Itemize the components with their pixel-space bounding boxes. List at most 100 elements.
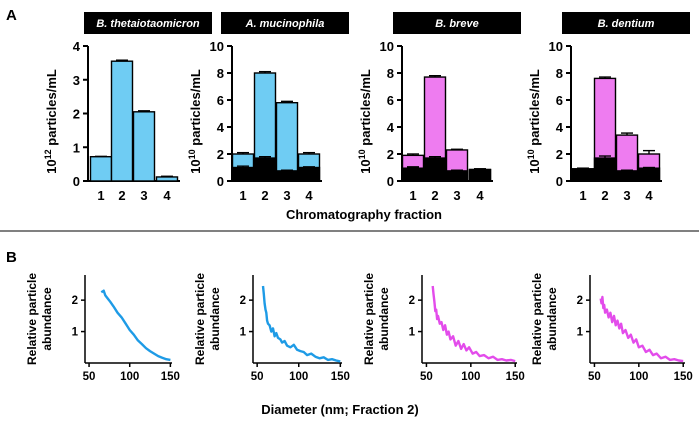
x-tick-label: 4 bbox=[645, 188, 653, 203]
chart-title-box bbox=[221, 12, 349, 34]
y-axis-label: Relative particleabundance bbox=[25, 273, 54, 365]
x-tick-label: 100 bbox=[289, 371, 308, 383]
bar-dark-fraction bbox=[445, 170, 469, 182]
bar-dark-fraction bbox=[401, 167, 425, 182]
chart-title: B. thetaiotaomicron bbox=[96, 18, 200, 30]
y-tick-label: 8 bbox=[217, 66, 224, 81]
y-tick-label: 8 bbox=[387, 66, 394, 81]
y-axis-label: 1010 particles/mL bbox=[187, 69, 203, 174]
bar-dark-fraction bbox=[571, 168, 595, 182]
x-tick-label: 2 bbox=[261, 188, 268, 203]
bar-total bbox=[110, 60, 134, 182]
bar-total bbox=[89, 155, 113, 182]
series-line bbox=[100, 289, 171, 362]
line-chart-3: 1 2 50 100 150 Relative particleabundance bbox=[362, 273, 525, 383]
y-tick-label: 2 bbox=[217, 147, 224, 162]
y-tick-label: 6 bbox=[556, 93, 563, 108]
y-tick-label: 2 bbox=[73, 107, 80, 122]
x-tick-label: 1 bbox=[97, 188, 104, 203]
y-tick-label: 8 bbox=[556, 66, 563, 81]
y-tick-label: 0 bbox=[217, 174, 224, 189]
line-chart-2: 1 2 50 100 150 Relative particleabundance bbox=[193, 273, 350, 383]
x-tick-label: 3 bbox=[140, 188, 147, 203]
bar-dark-fraction bbox=[468, 168, 492, 182]
series-line bbox=[599, 295, 684, 363]
bar-dark-fraction bbox=[615, 170, 639, 182]
chart-title: A. mucinophila bbox=[245, 18, 325, 30]
y-tick-label: 3 bbox=[73, 73, 80, 88]
y-tick-label: 10 bbox=[549, 39, 563, 54]
bar-dark-fraction bbox=[637, 167, 661, 182]
panel-label-b: B bbox=[6, 249, 17, 266]
series-line bbox=[261, 285, 341, 363]
bar-dark-fraction bbox=[593, 157, 617, 182]
y-tick-label: 2 bbox=[556, 147, 563, 162]
x-tick-label: 150 bbox=[161, 371, 180, 383]
x-tick-label: 150 bbox=[506, 371, 525, 383]
x-tick-label: 2 bbox=[601, 188, 608, 203]
y-tick-label: 4 bbox=[73, 39, 81, 54]
y-tick-label: 4 bbox=[217, 120, 225, 135]
y-tick-label: 2 bbox=[409, 295, 415, 307]
x-tick-label: 150 bbox=[674, 371, 693, 383]
y-tick-label: 1 bbox=[409, 327, 416, 339]
x-tick-label: 100 bbox=[120, 371, 139, 383]
x-tick-label: 1 bbox=[579, 188, 586, 203]
x-tick-label: 3 bbox=[453, 188, 460, 203]
y-axis-label: 1010 particles/mL bbox=[526, 69, 542, 174]
y-tick-label: 1 bbox=[577, 327, 584, 339]
bar-dark-fraction bbox=[275, 170, 299, 182]
x-tick-label: 4 bbox=[163, 188, 171, 203]
bar-dark-fraction bbox=[423, 157, 447, 182]
bar-total bbox=[275, 101, 299, 182]
y-tick-label: 0 bbox=[556, 174, 563, 189]
chart-title: B. breve bbox=[435, 18, 478, 30]
bar-total bbox=[155, 176, 179, 182]
x-tick-label: 1 bbox=[409, 188, 416, 203]
y-tick-label: 1 bbox=[73, 140, 80, 155]
bar-dark-fraction bbox=[231, 166, 255, 182]
y-tick-label: 2 bbox=[72, 295, 78, 307]
bar-dark-fraction bbox=[297, 166, 321, 182]
y-tick-label: 6 bbox=[217, 93, 224, 108]
y-tick-label: 6 bbox=[387, 93, 394, 108]
y-tick-label: 10 bbox=[380, 39, 394, 54]
y-tick-label: 4 bbox=[387, 120, 395, 135]
y-tick-label: 2 bbox=[240, 295, 246, 307]
y-axis-label: Relative particleabundance bbox=[193, 273, 222, 365]
x-tick-label: 100 bbox=[629, 371, 648, 383]
x-tick-label: 150 bbox=[331, 371, 350, 383]
line-chart-4: 1 2 50 100 150 Relative particleabundance bbox=[530, 273, 693, 383]
y-tick-label: 2 bbox=[577, 295, 583, 307]
y-axis-label: Relative particleabundance bbox=[362, 273, 391, 365]
x-tick-label: 3 bbox=[283, 188, 290, 203]
chart-title-box bbox=[393, 12, 521, 34]
y-tick-label: 10 bbox=[210, 39, 224, 54]
x-tick-label: 2 bbox=[431, 188, 438, 203]
b-shared-xlabel: Diameter (nm; Fraction 2) bbox=[261, 402, 418, 417]
x-tick-label: 50 bbox=[83, 371, 96, 383]
y-tick-label: 0 bbox=[73, 174, 80, 189]
x-tick-label: 4 bbox=[305, 188, 313, 203]
y-axis-label: 1012 particles/mL bbox=[43, 69, 59, 174]
panel-label-a: A bbox=[6, 7, 17, 24]
x-tick-label: 100 bbox=[461, 371, 480, 383]
chart-title: B. dentium bbox=[598, 18, 655, 30]
y-tick-label: 1 bbox=[72, 327, 79, 339]
series-line bbox=[431, 285, 516, 363]
y-axis-label: Relative particleabundance bbox=[530, 273, 559, 365]
chart-title-box bbox=[84, 12, 212, 34]
y-tick-label: 1 bbox=[240, 327, 247, 339]
y-tick-label: 2 bbox=[387, 147, 394, 162]
x-tick-label: 2 bbox=[118, 188, 125, 203]
x-tick-label: 1 bbox=[239, 188, 246, 203]
y-axis-label: 1010 particles/mL bbox=[357, 69, 373, 174]
a-shared-xlabel: Chromatography fraction bbox=[286, 207, 442, 222]
bar-dark-fraction bbox=[253, 157, 277, 182]
